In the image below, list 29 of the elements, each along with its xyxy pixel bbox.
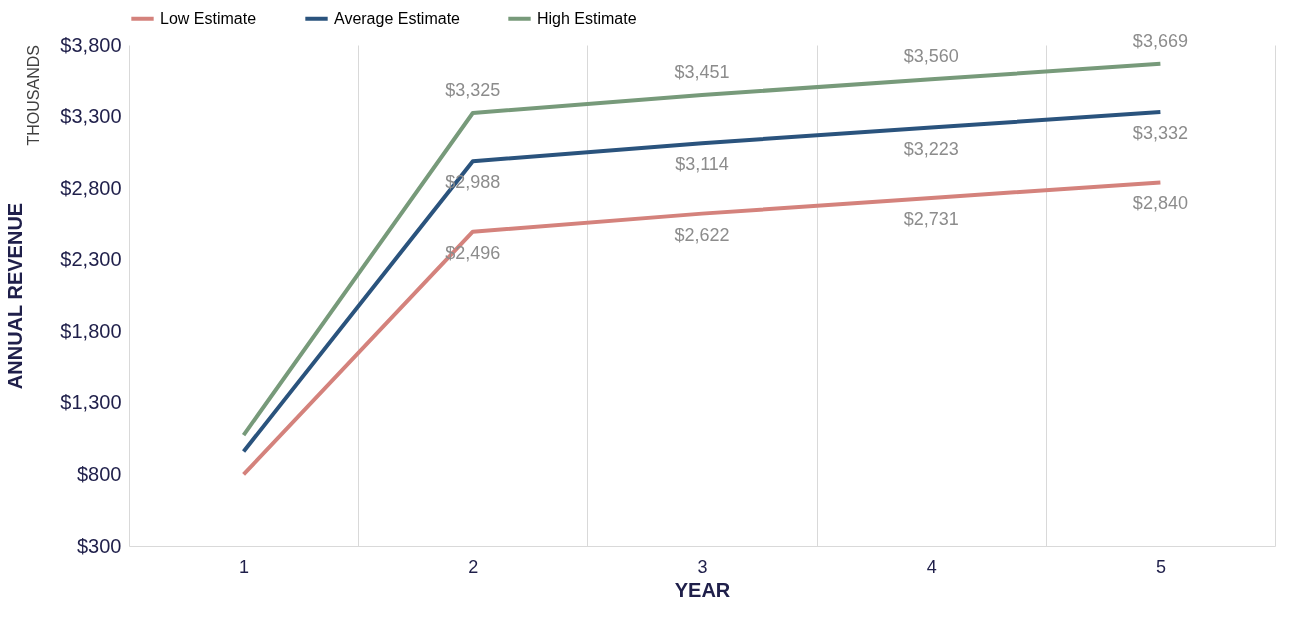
x-axis-title: YEAR bbox=[674, 578, 731, 601]
x-tick-label: 1 bbox=[239, 556, 250, 577]
x-tick-label: 2 bbox=[468, 556, 479, 577]
data-label: $2,840 bbox=[1132, 193, 1188, 214]
y-tick-label: $1,800 bbox=[60, 319, 122, 342]
data-label: $2,622 bbox=[674, 224, 730, 245]
data-label: $3,669 bbox=[1132, 30, 1188, 51]
x-tick-label: 5 bbox=[1155, 556, 1166, 577]
y-tick-label: $3,300 bbox=[60, 105, 122, 128]
legend-label: Average Estimate bbox=[334, 9, 461, 27]
data-label: $2,731 bbox=[903, 209, 959, 230]
y-axis-title: ANNUAL REVENUE bbox=[4, 202, 27, 390]
y-tick-label: $2,800 bbox=[60, 176, 122, 199]
text: THOUSANDS bbox=[25, 45, 42, 146]
y-tick-label: $1,300 bbox=[60, 391, 122, 414]
data-label: $3,451 bbox=[674, 61, 730, 82]
x-tick-label: 3 bbox=[697, 556, 708, 577]
x-tick-label: 4 bbox=[926, 556, 937, 577]
data-label: $3,332 bbox=[1132, 122, 1188, 143]
legend-label: High Estimate bbox=[537, 9, 637, 27]
data-label: $3,325 bbox=[445, 79, 501, 100]
y-tick-label: $300 bbox=[77, 534, 122, 557]
data-label: $3,560 bbox=[903, 46, 959, 67]
legend-label: Low Estimate bbox=[160, 9, 257, 27]
data-label: $3,223 bbox=[903, 138, 959, 159]
y-tick-label: $3,800 bbox=[60, 33, 122, 56]
data-label: $3,114 bbox=[675, 154, 729, 175]
y-tick-label: $2,300 bbox=[60, 248, 122, 271]
y-tick-label: $800 bbox=[77, 462, 122, 485]
